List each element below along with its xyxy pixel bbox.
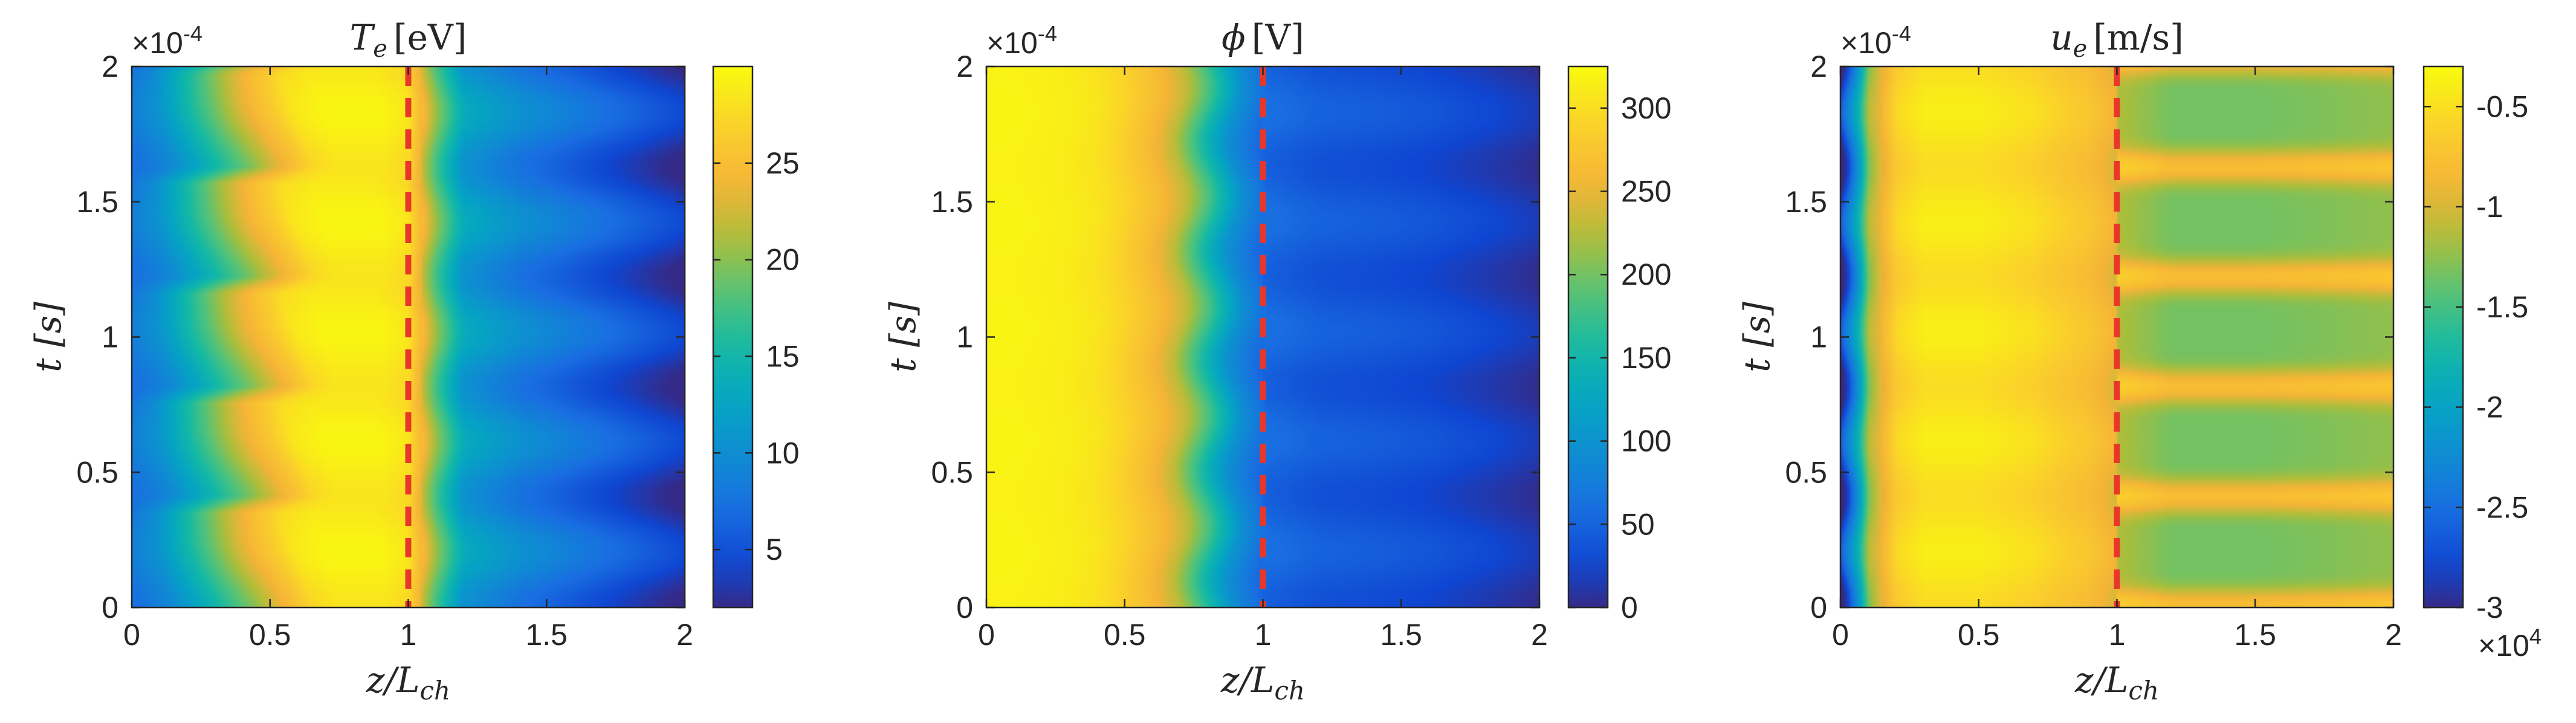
x-tick-label: 1 xyxy=(1255,618,1272,652)
colorbar-tick-label: 50 xyxy=(1621,507,1655,541)
colorbar xyxy=(2422,65,2464,609)
colorbar-tick-label: 150 xyxy=(1621,341,1671,375)
colorbar-tick-label: -2.5 xyxy=(2476,490,2528,524)
colorbar-tick-label: 5 xyxy=(766,533,783,566)
x-axis-label: z/Lch xyxy=(1220,660,1305,705)
x-axis-label: z/Lch xyxy=(366,660,450,705)
x-tick-label: 2 xyxy=(1531,618,1548,652)
x-tick-label: 1.5 xyxy=(525,618,568,652)
x-tick-label: 1.5 xyxy=(2234,618,2276,652)
y-tick-label: 2 xyxy=(1810,50,1827,83)
colorbar-tick-label: 0 xyxy=(1621,591,1638,624)
colorbar-tick-label: 10 xyxy=(766,436,800,470)
panel-2: 0 0.5 1 1.5 2 0 0.5 1 1.5 2 ×10-4 ϕ [V] z/Lch t [s] 0 50… xyxy=(882,17,1671,705)
x-tick-label: 1.5 xyxy=(1380,618,1422,652)
x-tick-label: 0 xyxy=(978,618,995,652)
y-exponent-label: ×10-4 xyxy=(132,21,202,60)
y-tick-label: 0.5 xyxy=(931,455,973,489)
y-tick-label: 1.5 xyxy=(1785,185,1827,219)
y-exponent-label: ×10-4 xyxy=(986,21,1057,60)
x-tick-label: 0.5 xyxy=(1958,618,2000,652)
colorbar-tick-label: 250 xyxy=(1621,175,1671,209)
y-tick-label: 0 xyxy=(1810,591,1827,624)
colorbar-tick-label: 300 xyxy=(1621,91,1671,125)
x-tick-label: 1 xyxy=(400,618,417,652)
colorbar-tick-label: 15 xyxy=(766,339,800,373)
x-tick-label: 0.5 xyxy=(1104,618,1146,652)
colorbar-tick-label: 25 xyxy=(766,146,800,180)
x-tick-label: 0 xyxy=(1832,618,1849,652)
y-tick-label: 1 xyxy=(102,320,118,354)
chart-title: Te [eV] xyxy=(350,17,467,63)
x-tick-label: 2 xyxy=(676,618,693,652)
y-tick-label: 2 xyxy=(102,50,118,83)
colorbar-tick-label: -2 xyxy=(2476,391,2503,424)
chart-title: ue [m/s] xyxy=(2050,17,2184,63)
y-axis-label: t [s] xyxy=(28,302,69,372)
x-tick-label: 0 xyxy=(123,618,140,652)
y-tick-label: 1 xyxy=(956,320,973,354)
y-exponent-label: ×10-4 xyxy=(1840,21,1911,60)
y-tick-label: 1.5 xyxy=(931,185,973,219)
x-tick-label: 1 xyxy=(2109,618,2126,652)
colorbar-tick-label: -1 xyxy=(2476,190,2503,224)
colorbar-tick-label: -0.5 xyxy=(2476,89,2528,123)
x-axis-label: z/Lch xyxy=(2074,660,2159,705)
x-tick-label: 2 xyxy=(2385,618,2402,652)
colorbar xyxy=(1567,65,1609,609)
y-tick-label: 2 xyxy=(956,50,973,83)
colorbar-tick-label: -1.5 xyxy=(2476,290,2528,324)
colorbar-exponent-label: ×104 xyxy=(2478,624,2542,663)
colorbar-tick-label: 20 xyxy=(766,243,800,277)
y-tick-label: 1.5 xyxy=(76,185,118,219)
y-tick-label: 0 xyxy=(102,591,118,624)
colorbar-tick-label: 100 xyxy=(1621,424,1671,458)
panel-3: 0 0.5 1 1.5 2 0 0.5 1 1.5 2 ×10-4 ue [m/s] z/Lch t [s]… xyxy=(1736,17,2542,705)
colorbar xyxy=(712,65,754,609)
y-tick-label: 0.5 xyxy=(76,455,118,489)
colorbar-tick-label: -3 xyxy=(2476,591,2503,624)
y-axis-label: t [s] xyxy=(1736,302,1778,372)
y-tick-label: 1 xyxy=(1810,320,1827,354)
x-tick-label: 0.5 xyxy=(249,618,291,652)
chart-title: ϕ [V] xyxy=(1222,17,1304,58)
y-tick-label: 0 xyxy=(956,591,973,624)
y-axis-label: t [s] xyxy=(882,302,924,372)
y-tick-label: 0.5 xyxy=(1785,455,1827,489)
colorbar-tick-label: 200 xyxy=(1621,258,1671,291)
